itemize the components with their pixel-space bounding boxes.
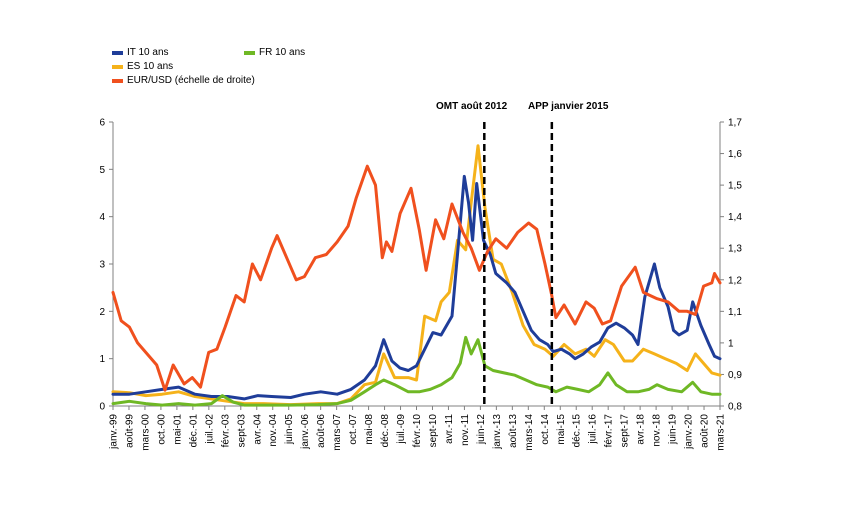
x-tick-label: déc.-08 — [380, 414, 391, 448]
legend-item-es: ES 10 ans — [112, 60, 173, 73]
y-right-tick-label: 1,3 — [728, 244, 742, 255]
x-tick-label: févr.-10 — [412, 414, 423, 448]
y-left-tick-label: 5 — [99, 165, 105, 176]
y-right-tick-label: 1,4 — [728, 212, 742, 223]
y-left-tick-label: 6 — [99, 118, 105, 129]
x-tick-label: sept-17 — [620, 414, 631, 448]
x-tick-label: juil.-02 — [204, 414, 215, 445]
y-left-tick-label: 0 — [99, 402, 105, 413]
x-tick-label: nov.-04 — [268, 414, 279, 447]
legend-label-fr: FR 10 ans — [259, 47, 306, 58]
y-left-tick-label: 3 — [99, 260, 105, 271]
x-tick-label: oct.-07 — [348, 414, 359, 445]
legend-swatch-es — [112, 64, 123, 69]
series-line-eurusd — [111, 164, 722, 392]
x-tick-label: juil.-16 — [588, 414, 599, 445]
x-tick-label: oct.-00 — [156, 414, 167, 445]
x-tick-label: mai-08 — [364, 414, 375, 445]
y-right-tick-label: 1 — [728, 338, 734, 349]
y-right-tick-label: 1,6 — [728, 149, 742, 160]
y-left-tick-label: 4 — [99, 212, 105, 223]
x-tick-label: janv.-06 — [300, 414, 311, 450]
x-tick-label: févr.-03 — [220, 414, 231, 448]
y-right-tick-label: 1,7 — [728, 118, 742, 129]
legend-label-es: ES 10 ans — [127, 61, 174, 72]
x-tick-label: nov.-18 — [652, 414, 663, 447]
x-tick-label: avr.-18 — [636, 414, 647, 445]
y-right-tick-label: 0,8 — [728, 402, 742, 413]
y-right-tick-label: 0,9 — [728, 370, 742, 381]
y-right-tick-label: 1,1 — [728, 307, 742, 318]
x-tick-label: mai-15 — [556, 414, 567, 445]
x-tick-label: sept-10 — [428, 414, 439, 448]
series-line-it — [111, 174, 722, 401]
y-left-tick-label: 1 — [99, 354, 105, 365]
legend-swatch-it — [112, 50, 123, 55]
x-tick-label: juin-12 — [476, 414, 487, 445]
legend-swatch-eurusd — [112, 78, 123, 83]
legend-label-eurusd: EUR/USD (échelle de droite) — [127, 75, 255, 86]
x-tick-label: oct.-14 — [540, 414, 551, 445]
legend-item-it: IT 10 ans — [112, 46, 169, 59]
x-tick-label: avr.-11 — [444, 414, 455, 444]
x-tick-label: mars-07 — [332, 414, 343, 451]
x-tick-label: janv.-13 — [492, 414, 503, 450]
x-tick-label: févr.-17 — [604, 414, 615, 448]
x-tick-label: août-06 — [316, 414, 327, 448]
series-line-fr — [111, 335, 722, 407]
y-right-tick-label: 1,5 — [728, 181, 742, 192]
x-tick-label: déc.-15 — [572, 414, 583, 448]
x-tick-label: nov.-11 — [460, 414, 471, 446]
x-tick-label: juin-19 — [668, 414, 679, 445]
x-tick-label: mars-14 — [524, 414, 535, 451]
x-tick-label: août-13 — [508, 414, 519, 448]
legend-swatch-fr — [244, 50, 255, 55]
y-right-tick-label: 1,2 — [728, 275, 742, 286]
x-tick-label: août-99 — [124, 414, 135, 448]
x-tick-label: mars-00 — [140, 414, 151, 451]
x-tick-label: sept-03 — [236, 414, 247, 448]
x-tick-label: avr.-04 — [252, 414, 263, 445]
x-tick-label: mai-01 — [172, 414, 183, 445]
x-tick-label: juil.-09 — [396, 414, 407, 445]
legend-item-eurusd: EUR/USD (échelle de droite) — [112, 74, 255, 87]
y-left-tick-label: 2 — [99, 307, 105, 318]
x-tick-label: mars-21 — [716, 414, 727, 451]
x-tick-label: janv.-99 — [109, 414, 120, 450]
x-tick-label: juin-05 — [284, 414, 295, 445]
annotation-omt: OMT août 2012 — [436, 101, 508, 112]
legend-label-it: IT 10 ans — [127, 47, 169, 58]
x-tick-label: déc.-01 — [188, 414, 199, 448]
x-tick-label: août-20 — [700, 414, 711, 448]
x-tick-label: janv.-20 — [684, 414, 695, 450]
annotation-app: APP janvier 2015 — [528, 101, 609, 112]
legend-item-fr: FR 10 ans — [244, 46, 305, 59]
